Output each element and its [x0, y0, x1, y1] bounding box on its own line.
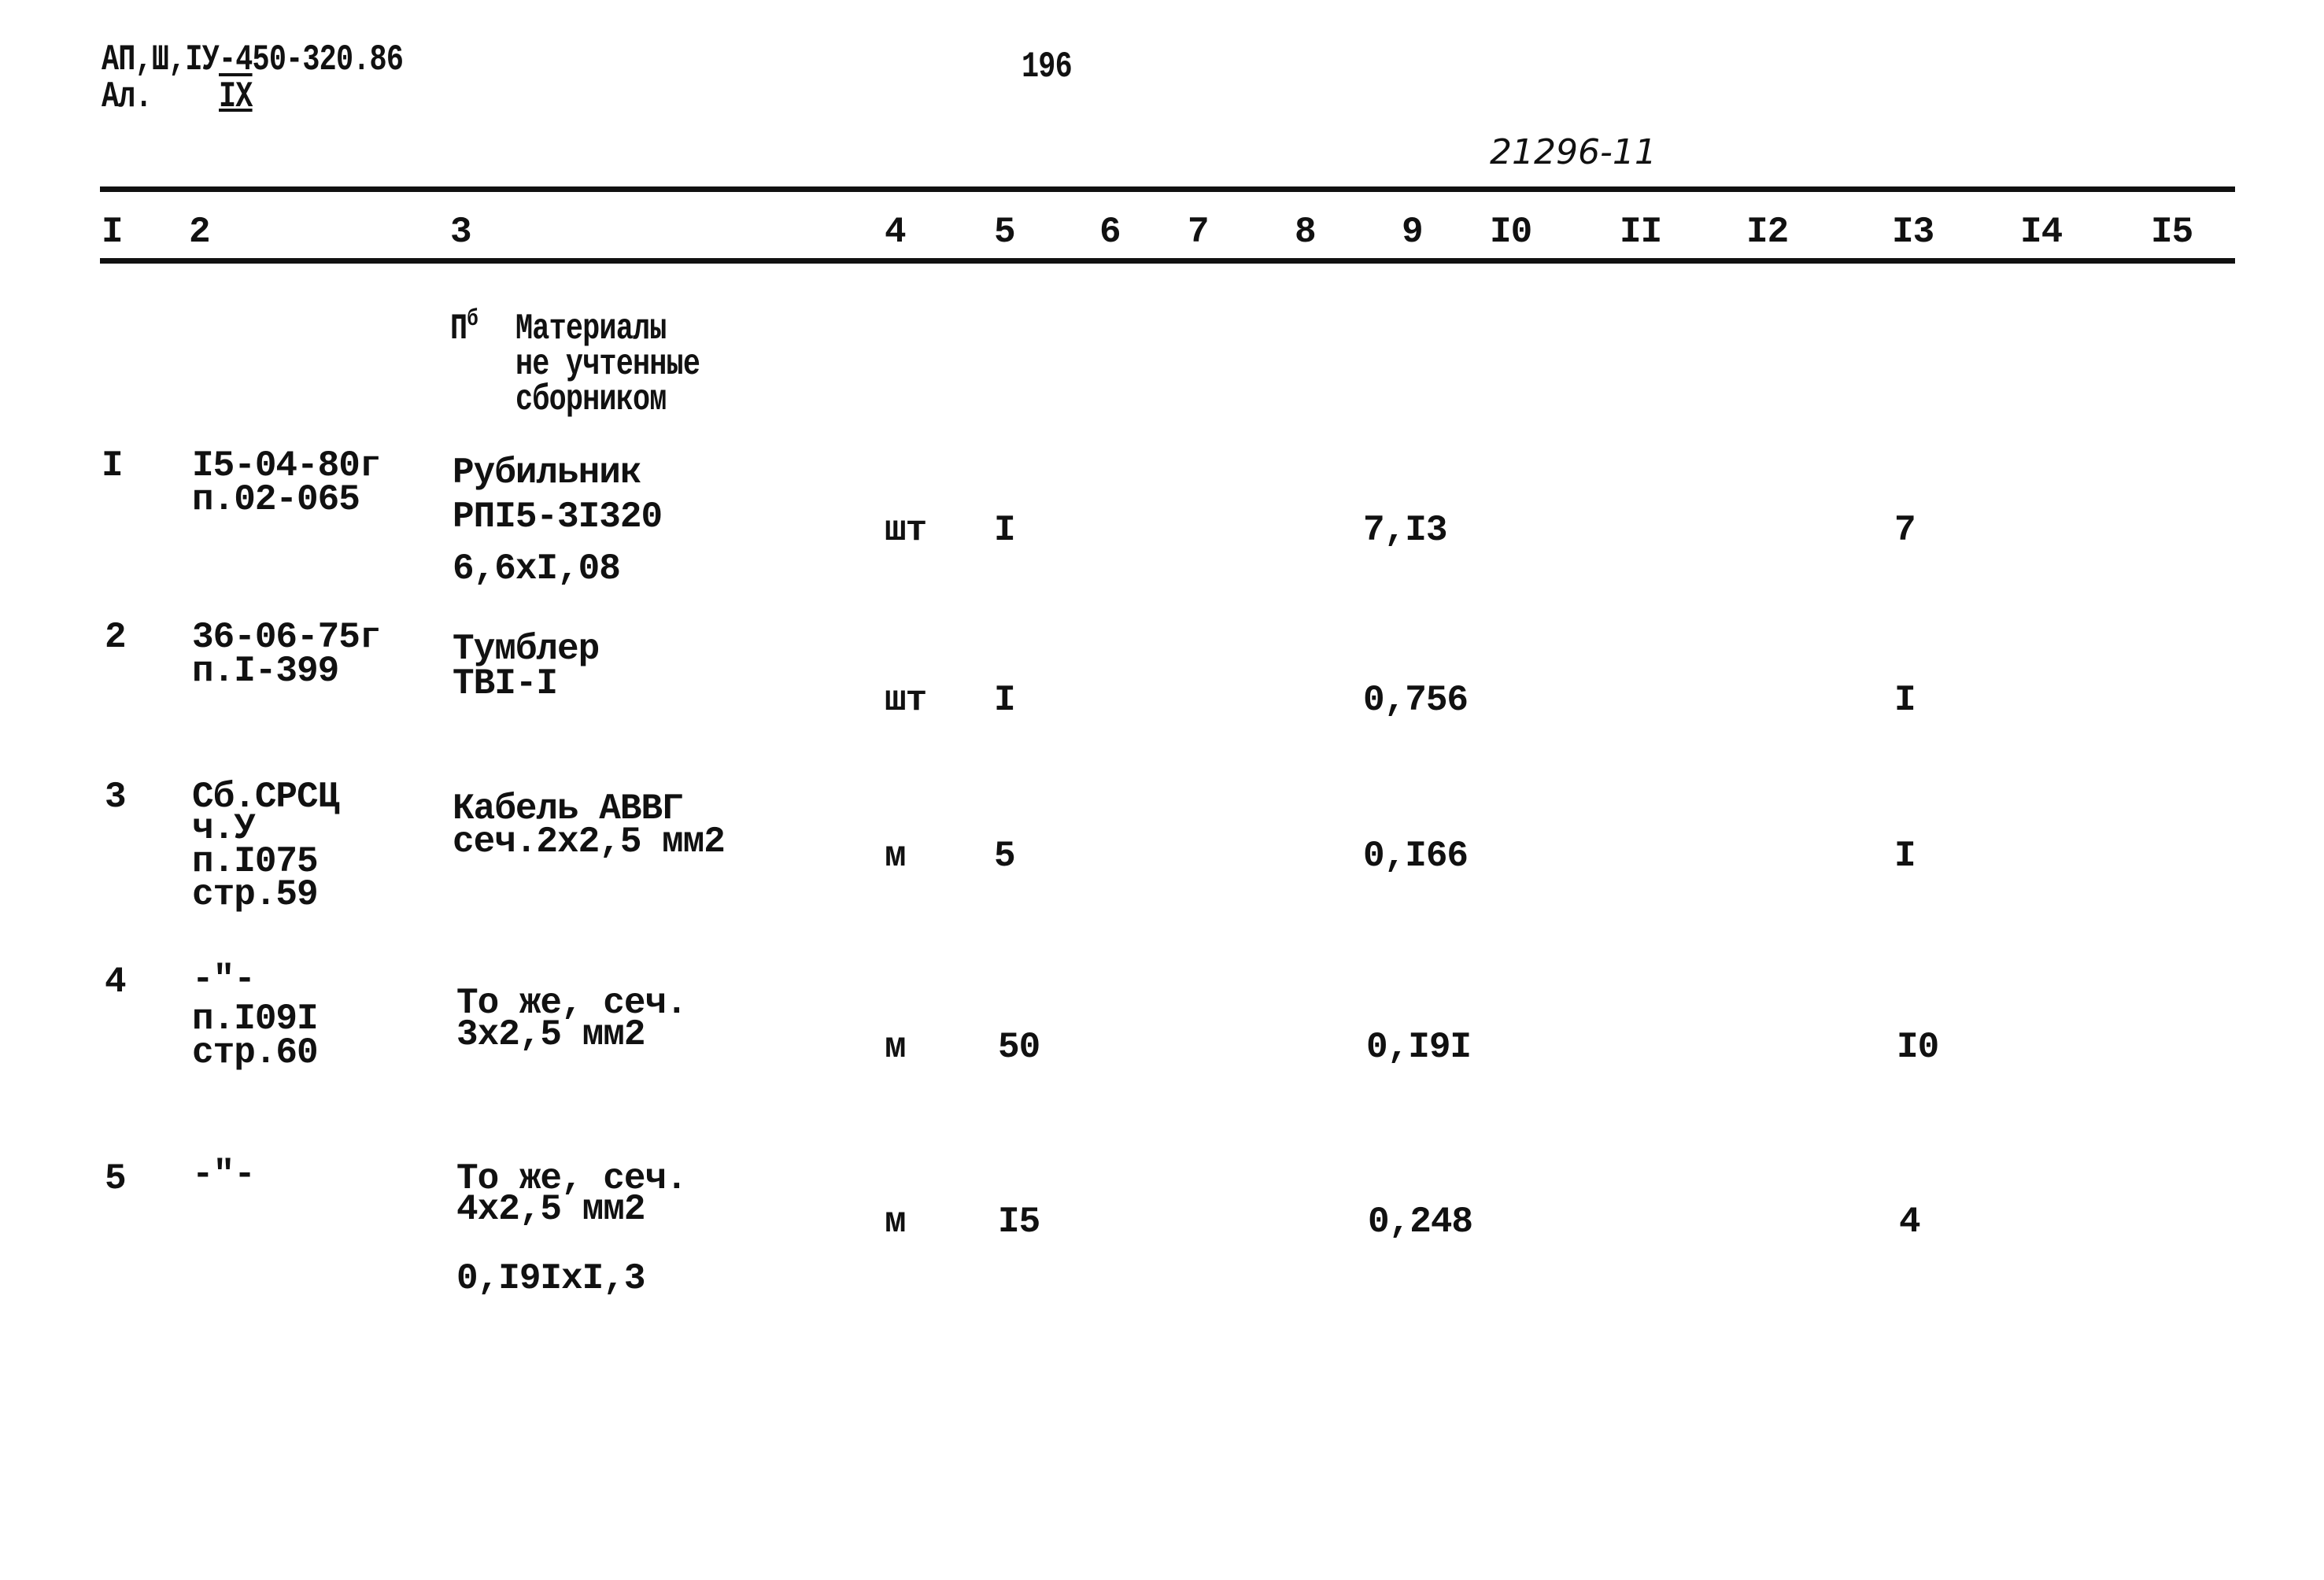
column-number: 7 — [1188, 212, 1210, 253]
column-number: 2 — [189, 212, 211, 253]
row-code: -"- — [192, 959, 256, 1000]
row-quantity: I5 — [998, 1202, 1040, 1242]
row-col13: 4 — [1899, 1202, 1921, 1242]
row-code: Сб.СРСЦ — [192, 777, 339, 818]
row-name: 0,I9IxI,3 — [456, 1258, 645, 1299]
row-col13: 7 — [1894, 510, 1916, 551]
section-marker: Пб — [450, 306, 478, 349]
row-col9: 0,756 — [1363, 680, 1469, 721]
row-name: РПI5-3I320 — [453, 497, 663, 537]
row-code: п.I09I — [192, 999, 319, 1039]
row-name: сеч.2х2,5 мм2 — [453, 821, 726, 862]
handwritten-number: 21296-11 — [1490, 132, 1657, 172]
row-name: Кабель АВВГ — [453, 788, 684, 829]
column-number: I3 — [1892, 212, 1934, 253]
row-name: Тумблер — [453, 629, 600, 670]
section-marker-sup: б — [467, 306, 478, 333]
column-number: I2 — [1746, 212, 1789, 253]
column-number: 5 — [994, 212, 1016, 253]
column-number: II — [1620, 212, 1662, 253]
row-code: п.02-065 — [192, 479, 360, 520]
column-number: I4 — [2020, 212, 2063, 253]
column-number: 3 — [450, 212, 472, 253]
row-code: ч.У — [192, 808, 256, 849]
row-unit: м — [885, 1202, 907, 1242]
row-unit: м — [885, 836, 907, 877]
row-number: 5 — [105, 1158, 127, 1199]
row-unit: шт — [885, 680, 927, 721]
column-number: I — [102, 212, 124, 253]
row-unit: шт — [885, 510, 927, 551]
row-name: Рубильник — [453, 452, 641, 493]
column-number: 8 — [1295, 212, 1317, 253]
row-col9: 0,I9I — [1366, 1027, 1472, 1068]
row-number: I — [102, 445, 124, 486]
row-code: п.I075 — [192, 841, 319, 882]
row-number: 3 — [105, 777, 127, 818]
section-title-line: Материалы — [515, 308, 667, 349]
page-number: 196 — [1022, 46, 1073, 87]
column-number: 9 — [1402, 212, 1424, 253]
row-code: стр.60 — [192, 1032, 319, 1073]
row-name: То же, сеч. — [456, 983, 688, 1024]
row-code: п.I-399 — [192, 651, 339, 692]
column-number: 6 — [1099, 212, 1121, 253]
row-code: 36-06-75г — [192, 617, 381, 658]
row-name: 6,6xI,08 — [453, 548, 621, 589]
row-quantity: 5 — [994, 836, 1016, 877]
album-label: Ал. — [102, 76, 153, 117]
row-quantity: I — [994, 680, 1016, 721]
row-code: стр.59 — [192, 874, 319, 915]
row-col13: I — [1894, 680, 1916, 721]
doc-code: АП,Ш,IУ-450-320.86 — [102, 39, 404, 80]
section-marker-letter: П — [450, 308, 467, 349]
row-col9: 7,I3 — [1363, 510, 1447, 551]
row-number: 2 — [105, 617, 127, 658]
column-number: 4 — [885, 212, 907, 253]
row-name: То же, сеч. — [456, 1158, 688, 1199]
row-col9: 0,I66 — [1363, 836, 1469, 877]
row-quantity: 50 — [998, 1027, 1040, 1068]
row-unit: м — [885, 1027, 907, 1068]
row-code: -"- — [192, 1154, 256, 1195]
row-col13: I0 — [1897, 1027, 1939, 1068]
header-rule — [100, 258, 2235, 264]
row-code: I5-04-80г — [192, 445, 381, 486]
row-name: ТВI-I — [453, 663, 558, 704]
row-col9: 0,248 — [1368, 1202, 1473, 1242]
row-name: 4х2,5 мм2 — [456, 1189, 645, 1230]
column-number: I0 — [1490, 212, 1532, 253]
row-number: 4 — [105, 962, 127, 1002]
column-number: I5 — [2151, 212, 2193, 253]
section-title-line: сборником — [515, 379, 667, 420]
album-number: IX — [219, 76, 253, 117]
row-col13: I — [1894, 836, 1916, 877]
row-quantity: I — [994, 510, 1016, 551]
top-rule — [100, 186, 2235, 192]
section-title-line: не учтенные — [515, 344, 700, 385]
row-name: 3х2,5 мм2 — [456, 1014, 645, 1055]
